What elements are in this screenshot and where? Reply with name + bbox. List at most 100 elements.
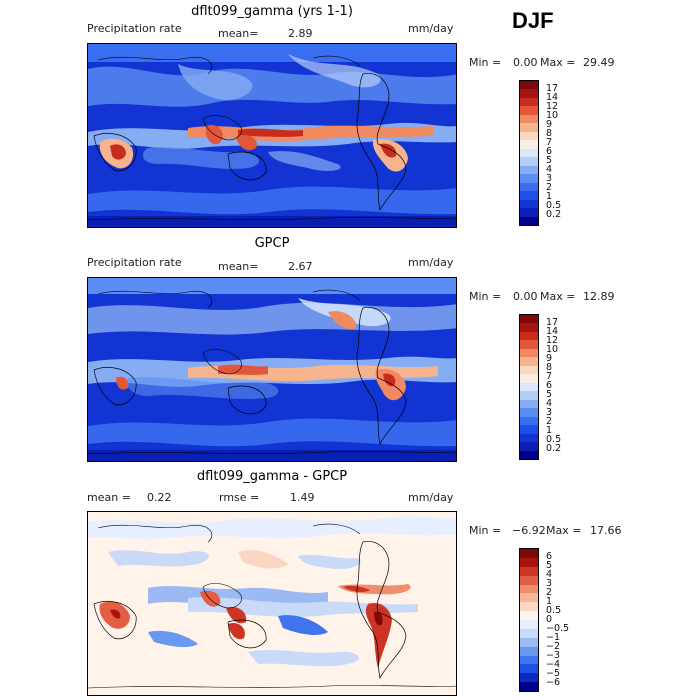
- colorbar-swatch: [520, 682, 538, 691]
- panel1-colorbar-label: 9: [546, 119, 553, 130]
- panel3-colorbar-label: −5: [546, 668, 561, 679]
- panel2-colorbar-label: 9: [546, 353, 553, 364]
- panel1-colorbar-label: 8: [546, 128, 553, 139]
- colorbar-swatch: [520, 331, 538, 341]
- colorbar-swatch: [520, 123, 538, 132]
- panel1-max-label: Max =: [540, 56, 576, 69]
- colorbar-swatch: [520, 208, 538, 217]
- panel2-colorbar-label: 0.2: [546, 443, 562, 454]
- colorbar-swatch: [520, 664, 538, 674]
- panel1-colorbar-label: 6: [546, 146, 553, 157]
- colorbar-swatch: [520, 673, 538, 683]
- colorbar-swatch: [520, 408, 538, 417]
- panel2-map-graphic: [88, 278, 456, 461]
- panel2-colorbar-label: 14: [546, 326, 559, 337]
- panel2-colorbar-label: 5: [546, 389, 553, 400]
- panel3-colorbar-label: 1: [546, 596, 553, 607]
- panel3-colorbar-label: 3: [546, 578, 553, 589]
- colorbar-swatch: [520, 81, 538, 90]
- panel3-colorbar-label: 2: [546, 587, 553, 598]
- colorbar-swatch: [520, 140, 538, 149]
- panel1-colorbar-label: 17: [546, 83, 559, 94]
- panel1-colorbar-label: 3: [546, 173, 553, 184]
- colorbar-swatch: [520, 165, 538, 175]
- colorbar-swatch: [520, 602, 538, 612]
- colorbar-swatch: [520, 655, 538, 665]
- panel2-colorbar-label: 10: [546, 344, 559, 355]
- panel3-mean-label: mean =: [87, 491, 131, 504]
- panel3-colorbar: [519, 548, 539, 692]
- panel2-min-label: Min =: [469, 290, 502, 303]
- colorbar-swatch: [520, 628, 538, 638]
- colorbar-swatch: [520, 365, 538, 375]
- colorbar-swatch: [520, 97, 538, 107]
- panel2-colorbar-label: 17: [546, 317, 559, 328]
- colorbar-swatch: [520, 575, 538, 585]
- colorbar-swatch: [520, 323, 538, 332]
- colorbar-swatch: [520, 315, 538, 324]
- panel2-min-value: 0.00: [513, 290, 538, 303]
- panel1-title: dflt099_gamma (yrs 1-1): [191, 4, 353, 19]
- colorbar-swatch: [520, 182, 538, 192]
- season-label: DJF: [512, 8, 554, 33]
- colorbar-swatch: [520, 416, 538, 426]
- colorbar-swatch: [520, 216, 538, 225]
- panel2-max-label: Max =: [540, 290, 576, 303]
- panel3-map-graphic: [88, 512, 456, 695]
- panel1-mean-label: mean=: [218, 27, 259, 40]
- panel3-colorbar-label: −0.5: [546, 623, 570, 634]
- panel3-colorbar-label: −3: [546, 650, 561, 661]
- panel3-min-label: Min =: [469, 524, 502, 537]
- panel3-colorbar-label: 5: [546, 560, 553, 571]
- panel1-colorbar-label: 4: [546, 164, 553, 175]
- panel1-colorbar-label: 5: [546, 155, 553, 166]
- colorbar-swatch: [520, 593, 538, 603]
- panel2-colorbar-label: 12: [546, 335, 559, 346]
- colorbar-swatch: [520, 340, 538, 349]
- panel3-max-label: Max =: [546, 524, 582, 537]
- panel1-min-label: Min =: [469, 56, 502, 69]
- colorbar-swatch: [520, 106, 538, 115]
- panel1-map-graphic: [88, 44, 456, 227]
- panel2-colorbar-label: 7: [546, 371, 553, 382]
- panel3-colorbar-label: 4: [546, 569, 553, 580]
- panel2-colorbar-label: 4: [546, 398, 553, 409]
- colorbar-swatch: [520, 557, 538, 567]
- panel2-title: GPCP: [254, 236, 290, 251]
- colorbar-swatch: [520, 382, 538, 392]
- colorbar-swatch: [520, 374, 538, 383]
- panel3-colorbar-label: −1: [546, 632, 561, 643]
- panel3-colorbar-label: −4: [546, 659, 561, 670]
- panel3-colorbar-label: −2: [546, 641, 561, 652]
- panel1-colorbar-label: 0.2: [546, 209, 562, 220]
- panel3-colorbar-label: 6: [546, 551, 553, 562]
- panel3-colorbar-label: 0.5: [546, 605, 562, 616]
- colorbar-swatch: [520, 191, 538, 200]
- panel3-colorbar-label: −6: [546, 677, 561, 688]
- colorbar-swatch: [520, 348, 538, 358]
- panel1-variable-label: Precipitation rate: [87, 22, 182, 35]
- colorbar-swatch: [520, 157, 538, 166]
- panel3-max-value: 17.66: [590, 524, 622, 537]
- panel1-colorbar-label: 12: [546, 101, 559, 112]
- panel1-colorbar-label: 1: [546, 191, 553, 202]
- panel2-units: mm/day: [408, 256, 454, 269]
- panel1-colorbar-label: 14: [546, 92, 559, 103]
- panel3-mean-value: 0.22: [147, 491, 172, 504]
- panel1-colorbar-label: 10: [546, 110, 559, 121]
- panel2-mean-value: 2.67: [288, 260, 313, 273]
- panel1-colorbar-label: 0.5: [546, 200, 562, 211]
- panel2-precip-map: [87, 277, 457, 462]
- colorbar-swatch: [520, 620, 538, 629]
- panel1-colorbar: [519, 80, 539, 226]
- panel2-colorbar-label: 0.5: [546, 434, 562, 445]
- colorbar-swatch: [520, 450, 538, 459]
- colorbar-swatch: [520, 425, 538, 434]
- panel3-title: dflt099_gamma - GPCP: [196, 469, 348, 484]
- panel1-colorbar-label: 7: [546, 137, 553, 148]
- colorbar-swatch: [520, 637, 538, 647]
- colorbar-swatch: [520, 566, 538, 576]
- panel3-colorbar-label: 0: [546, 614, 553, 625]
- panel2-mean-label: mean=: [218, 260, 259, 273]
- colorbar-swatch: [520, 611, 538, 620]
